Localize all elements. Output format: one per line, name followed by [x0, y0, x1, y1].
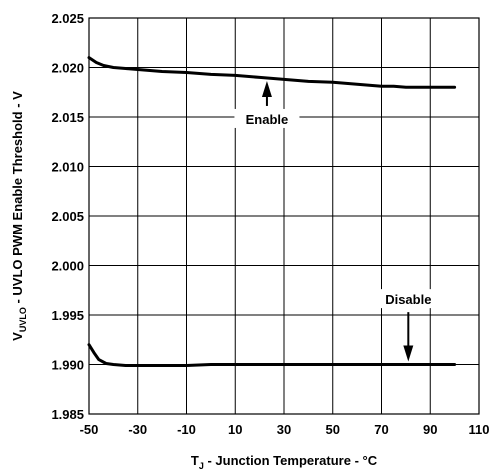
y-tick-label: 2.025: [51, 11, 84, 26]
x-tick-label: -50: [80, 422, 99, 437]
y-axis-title-main: V: [10, 332, 25, 341]
y-tick-label: 1.985: [51, 407, 84, 422]
series-group: [87, 56, 457, 367]
annotation-label-bg: [234, 108, 300, 128]
x-tick-label: 30: [277, 422, 291, 437]
annotation-disable: Disable: [371, 289, 446, 362]
x-tick-label: 50: [326, 422, 340, 437]
x-tick-label: 90: [423, 422, 437, 437]
x-tick-label: 110: [469, 422, 490, 437]
y-axis-title-rest: - UVLO PWM Enable Threshold - V: [10, 91, 25, 307]
x-axis-title: TJ - Junction Temperature - °C: [191, 453, 378, 471]
x-tick-label: -10: [177, 422, 196, 437]
annotation-enable: Enable: [234, 80, 300, 128]
y-tick-label: 2.015: [51, 110, 84, 125]
y-tick-label: 2.005: [51, 209, 84, 224]
y-tick-labels: 1.985 1.990 1.995 2.000 2.005 2.010 2.015 2.020…: [51, 11, 84, 422]
y-tick-label: 2.010: [51, 160, 84, 175]
y-axis-title: VUVLO - UVLO PWM Enable Threshold - V: [10, 91, 28, 341]
annotations: Enable Disable: [234, 80, 446, 362]
series-line-enable: [87, 56, 457, 89]
series-line-disable: [87, 343, 457, 367]
plot-frame: [88, 17, 480, 415]
x-axis-title-main: T: [191, 453, 199, 468]
annotation-label: Enable: [246, 112, 289, 127]
annotation-label-bg: [371, 289, 446, 309]
x-tick-label: 70: [374, 422, 388, 437]
x-axis-title-rest: - Junction Temperature - °C: [204, 453, 378, 468]
x-tick-label: 10: [228, 422, 242, 437]
y-tick-label: 1.990: [51, 358, 84, 373]
y-axis-title-sub: UVLO: [18, 307, 28, 332]
y-tick-label: 1.995: [51, 308, 84, 323]
x-axis-title-sub: J: [199, 461, 204, 471]
annotation-arrow-head: [403, 345, 414, 362]
grid: [89, 18, 479, 414]
y-tick-label: 2.020: [51, 61, 84, 76]
annotation-label: Disable: [385, 292, 431, 307]
x-tick-labels: -50 -30 -10 10 30 50 70 90 110: [80, 422, 490, 437]
y-tick-label: 2.000: [51, 259, 84, 274]
annotation-arrow-head: [261, 80, 272, 97]
x-tick-label: -30: [128, 422, 147, 437]
